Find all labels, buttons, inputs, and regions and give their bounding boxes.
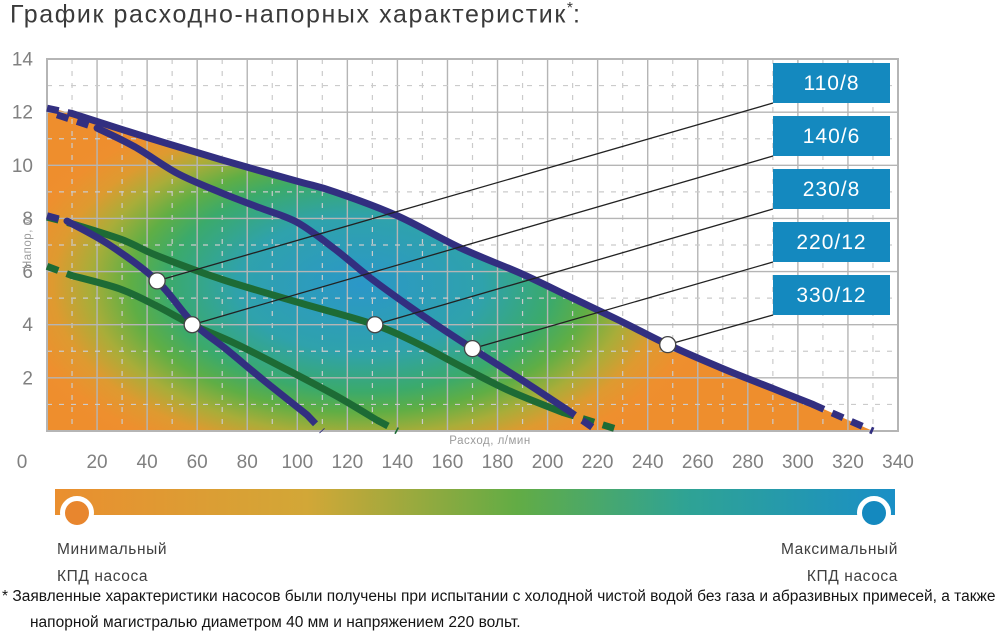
callout-line	[374, 208, 774, 326]
callout-box-330-12	[773, 275, 890, 315]
footnote-text: Заявленные характеристики насосов были п…	[12, 588, 996, 631]
x-tick-label: 280	[732, 452, 764, 473]
plot-border	[46, 58, 899, 432]
y-tick-label: 10	[12, 156, 33, 177]
curve-marker-dot	[366, 316, 384, 334]
pump-curve-330-12	[46, 104, 875, 435]
efficiency-colorbar	[55, 489, 895, 530]
callout-label: 220/12	[796, 231, 866, 254]
y-tick-label: 14	[12, 50, 34, 71]
curve-marker-dot	[659, 335, 677, 354]
min-efficiency-label-line1: Минимальный	[57, 541, 168, 558]
callout-line	[667, 314, 774, 346]
x-tick-label: 120	[332, 452, 364, 473]
min-efficiency-marker	[60, 496, 94, 530]
max-efficiency-marker	[857, 496, 891, 530]
x-tick-label: 80	[237, 452, 258, 473]
y-tick-label: 4	[22, 315, 33, 336]
x-tick-label: 0	[17, 452, 28, 473]
x-tick-label: 300	[782, 452, 814, 473]
x-tick-label: 100	[281, 452, 313, 473]
callout-label: 230/8	[803, 178, 861, 201]
callout-label: 110/8	[804, 72, 860, 95]
callout-label: 330/12	[796, 284, 866, 307]
chart-title-asterisk: *	[566, 0, 573, 17]
x-tick-label: 60	[187, 452, 208, 473]
curve-head-dash	[46, 212, 68, 225]
y-axis-title: Напор, м	[22, 217, 34, 269]
x-tick-label: 340	[882, 452, 914, 473]
curve-marker-dot	[463, 339, 482, 358]
x-tick-label: 320	[832, 452, 864, 473]
callout-line	[191, 155, 774, 326]
max-efficiency-label: Максимальный КПД насоса	[781, 536, 898, 590]
x-axis-title: Расход, л/мин	[449, 435, 530, 447]
pump-curves-chart: 110/8 140/6 230/8 220/12 330/12 0 20 40 60 80 100 1…	[12, 50, 914, 474]
x-tick-label: 20	[86, 452, 107, 473]
callout-line	[472, 261, 774, 350]
y-tick-label: 6	[22, 262, 33, 283]
curve-body	[68, 110, 817, 408]
y-tick-label: 12	[12, 103, 33, 124]
curve-head-dash	[45, 263, 74, 279]
curve-head-dash	[55, 111, 99, 132]
chart-title: График расходно-напорных характеристик*:	[10, 0, 581, 29]
x-tick-label: 140	[382, 452, 414, 473]
min-efficiency-label-line2: КПД насоса	[57, 568, 149, 585]
callout-box-220-12	[773, 222, 890, 262]
chart-title-text: График расходно-напорных характеристик	[10, 0, 567, 29]
callout-line	[156, 102, 774, 282]
curve-marker-dot	[183, 316, 201, 334]
curve-tail-dash	[563, 405, 600, 434]
callout-label: 140/6	[803, 125, 861, 148]
footnote: * Заявленные характеристики насосов были…	[2, 584, 1000, 636]
x-tick-label: 160	[432, 452, 464, 473]
x-tick-label: 180	[482, 452, 514, 473]
min-efficiency-label: Минимальный КПД насоса	[57, 536, 167, 590]
chart-title-colon: :	[572, 0, 582, 29]
callout-box-140-6	[773, 116, 890, 156]
x-tick-label: 40	[137, 452, 158, 473]
curve-marker-dot	[148, 272, 166, 290]
x-tick-label: 240	[632, 452, 664, 473]
callout-box-230-8	[773, 169, 890, 209]
footnote-marker: *	[2, 588, 9, 605]
y-tick-label: 2	[22, 368, 33, 389]
x-tick-label: 220	[582, 452, 614, 473]
curve-head-dash	[46, 104, 73, 117]
curve-tail-dash	[304, 412, 325, 434]
curve-tail-dash	[811, 401, 875, 435]
curve-tail-dash	[375, 417, 400, 435]
curve-body	[68, 272, 381, 424]
max-efficiency-label-line1: Максимальный	[780, 541, 898, 558]
curve-body	[68, 220, 567, 416]
y-tick-label: 8	[22, 209, 33, 230]
x-tick-label: 260	[682, 452, 714, 473]
pump-curve-140-6	[45, 263, 400, 435]
x-tick-label: 200	[532, 452, 564, 473]
callout-box-110-8	[773, 63, 890, 103]
max-efficiency-label-line2: КПД насоса	[806, 568, 898, 585]
